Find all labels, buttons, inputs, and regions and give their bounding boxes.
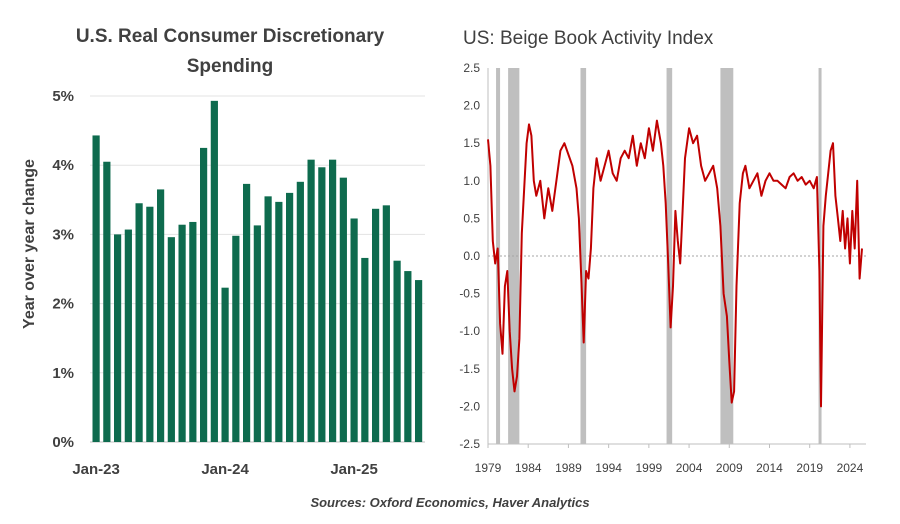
spending-bar: [361, 257, 369, 442]
spending-bar: [232, 235, 240, 442]
right-ytick-label: 0.0: [463, 249, 480, 263]
spending-bar: [318, 167, 326, 442]
left-ytick-label: 5%: [52, 88, 74, 105]
right-xtick-label: 1989: [555, 461, 582, 475]
right-chart-title: US: Beige Book Activity Index: [463, 28, 714, 49]
right-ytick-label: 2.0: [463, 99, 480, 113]
beige-book-index-line: [487, 119, 863, 408]
left-ytick-label: 0%: [52, 434, 74, 451]
left-ytick-label: 1%: [52, 365, 74, 382]
spending-bar: [275, 201, 283, 442]
right-ytick-label: -1.0: [459, 324, 480, 338]
spending-bar: [210, 100, 218, 443]
recession-band: [720, 68, 734, 444]
spending-bar: [404, 271, 412, 442]
spending-bar: [350, 218, 358, 442]
right-ytick-label: -2.0: [459, 399, 480, 413]
left-chart-title: U.S. Real Consumer Discretionary Spendin…: [75, 26, 385, 77]
left-xtick-label: Jan-23: [72, 461, 120, 478]
right-xtick-label: 2019: [796, 461, 823, 475]
right-ytick-label: -1.5: [459, 362, 480, 376]
right-ytick-label: 0.5: [463, 211, 480, 225]
right-ytick-label: -0.5: [459, 287, 480, 301]
left-xtick-label: Jan-24: [201, 461, 249, 478]
spending-bar: [92, 135, 100, 442]
right-xtick-label: 2004: [676, 461, 703, 475]
right-xtick-label: 1984: [515, 461, 542, 475]
spending-bar: [253, 225, 261, 442]
left-ytick-label: 2%: [52, 296, 74, 313]
spending-bar: [124, 229, 132, 442]
right-ytick-label: 1.0: [463, 174, 480, 188]
spending-bar: [146, 206, 154, 442]
spending-bar: [103, 161, 111, 443]
spending-bar: [264, 196, 272, 442]
spending-bar: [135, 203, 143, 442]
right-ytick-label: 2.5: [463, 61, 480, 75]
spending-bar: [415, 280, 423, 442]
spending-bar: [243, 183, 251, 442]
spending-bar: [114, 234, 122, 442]
right-xtick-label: 2009: [716, 461, 743, 475]
spending-bar: [372, 208, 380, 442]
spending-bar: [286, 192, 294, 442]
source-note: Sources: Oxford Economics, Haver Analyti…: [310, 495, 590, 510]
spending-bar: [178, 224, 186, 442]
spending-bar: [221, 287, 229, 442]
left-ytick-label: 4%: [52, 157, 74, 174]
spending-bar: [167, 237, 175, 442]
spending-bar: [339, 177, 347, 442]
right-ytick-label: 1.5: [463, 136, 480, 150]
left-ytick-label: 3%: [52, 226, 74, 243]
recession-band: [580, 68, 587, 444]
right-ytick-label: -2.5: [459, 437, 480, 451]
right-xtick-label: 1994: [595, 461, 622, 475]
spending-bar: [393, 260, 401, 442]
right-xtick-label: 2024: [837, 461, 864, 475]
right-xtick-label: 1979: [475, 461, 502, 475]
right-xtick-label: 1999: [635, 461, 662, 475]
spending-bar: [307, 159, 315, 442]
right-xtick-label: 2014: [756, 461, 783, 475]
left-xtick-label: Jan-25: [330, 461, 378, 478]
spending-bar: [157, 189, 165, 442]
spending-bar: [296, 181, 304, 443]
spending-bar: [189, 221, 197, 442]
spending-bar: [329, 159, 337, 442]
spending-bar: [382, 205, 390, 442]
spending-bar: [200, 147, 208, 442]
